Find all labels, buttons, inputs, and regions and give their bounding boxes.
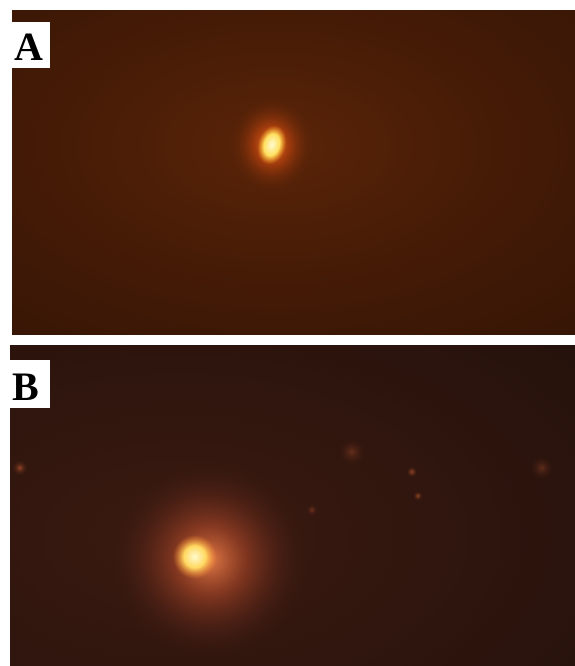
- debris: [530, 456, 554, 480]
- comet-head: [173, 535, 217, 579]
- debris: [306, 504, 318, 516]
- panel-b: B: [10, 345, 575, 666]
- figure: A B: [0, 0, 575, 666]
- debris: [12, 460, 28, 476]
- debris: [338, 438, 366, 466]
- panel-a: A: [12, 10, 575, 335]
- page: {"panels": [{"label": "A"}, {"label": "B…: [0, 0, 575, 666]
- panel-label: B: [12, 364, 39, 409]
- debris: [406, 466, 418, 478]
- debris: [413, 491, 423, 501]
- panel-label: A: [14, 24, 43, 69]
